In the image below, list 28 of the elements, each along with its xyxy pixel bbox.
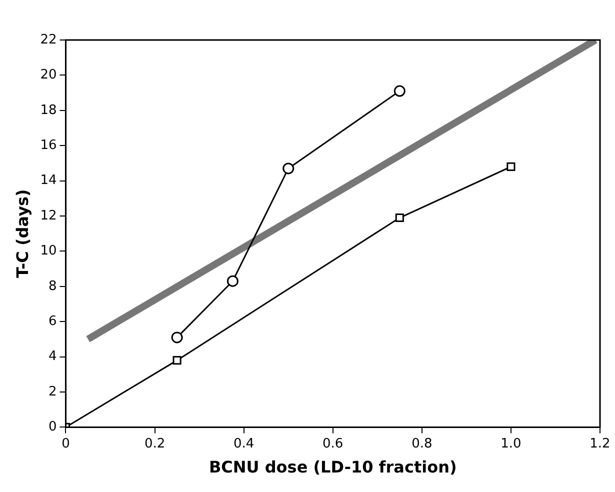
y-tick-label: 0: [48, 420, 57, 435]
x-tick-label: 1.2: [590, 436, 610, 452]
y-tick-label: 16: [40, 138, 57, 153]
y-tick-label: 22: [40, 32, 57, 48]
x-tick-label: 0.6: [322, 436, 344, 452]
x-axis-title: BCNU dose (LD-10 fraction): [208, 458, 457, 477]
y-tick-label: 10: [40, 244, 57, 259]
y-tick-label: 20: [40, 68, 57, 83]
y-tick-label: 12: [40, 208, 57, 224]
y-tick-label: 18: [40, 102, 57, 118]
y-tick-label: 8: [48, 278, 57, 294]
point: [282, 162, 294, 174]
point: [395, 213, 404, 222]
x-tick-label: 1.0: [500, 436, 522, 452]
x-tick-label: 0: [62, 436, 70, 452]
y-tick-label: 14: [40, 173, 57, 188]
point: [226, 275, 238, 287]
point: [171, 332, 183, 344]
point: [506, 162, 516, 172]
y-axis-title: T-C (days): [12, 189, 32, 278]
x-tick-label: 0.4: [233, 436, 254, 452]
x-tick-label: 0.2: [144, 436, 166, 452]
point: [394, 85, 406, 97]
point: [172, 356, 182, 365]
y-tick-label: 2: [48, 384, 57, 400]
y-tick-label: 4: [48, 349, 57, 364]
y-tick-label: 6: [48, 314, 57, 329]
x-tick-label: 0.8: [412, 436, 432, 452]
